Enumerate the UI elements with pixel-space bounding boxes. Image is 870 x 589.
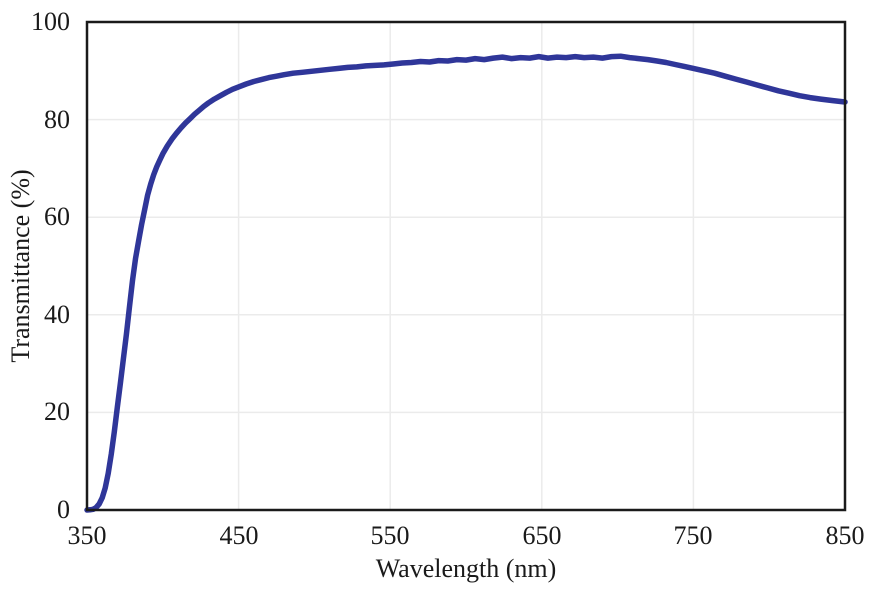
- y-tick-label: 0: [57, 495, 70, 524]
- x-tick-label: 450: [219, 521, 259, 550]
- x-tick-label: 550: [370, 521, 410, 550]
- x-axis-title: Wavelength (nm): [375, 554, 557, 583]
- y-tick-label: 100: [31, 7, 70, 36]
- y-tick-label: 80: [44, 105, 70, 134]
- x-tick-label: 850: [825, 521, 865, 550]
- y-tick-label: 20: [44, 397, 70, 426]
- x-tick-label: 350: [67, 521, 107, 550]
- x-tick-label: 750: [673, 521, 713, 550]
- y-tick-label: 60: [44, 202, 70, 231]
- plot-border: [85, 20, 847, 512]
- y-tick-label: 40: [44, 300, 70, 329]
- transmittance-curve: [84, 53, 848, 513]
- x-tick-label: 650: [522, 521, 562, 550]
- y-axis-title: Transmittance (%): [6, 169, 35, 363]
